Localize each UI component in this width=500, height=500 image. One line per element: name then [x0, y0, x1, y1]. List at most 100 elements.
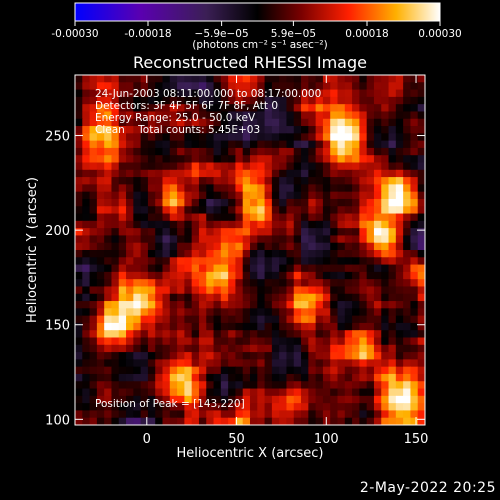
heatmap-cell — [257, 271, 266, 280]
heatmap-cell — [301, 315, 309, 324]
heatmap-cell — [330, 75, 339, 83]
heatmap-cell — [220, 403, 229, 412]
heatmap-cell — [118, 403, 127, 412]
heatmap-cell — [322, 140, 331, 149]
heatmap-cell — [191, 286, 200, 295]
heatmap-cell — [104, 104, 113, 113]
heatmap-cell — [301, 75, 309, 83]
y-axis-label: Heliocentric Y (arcsec) — [25, 177, 40, 323]
heatmap-cell — [191, 410, 200, 419]
heatmap-cell — [388, 271, 397, 280]
heatmap-cell — [337, 250, 346, 258]
heatmap-cell — [337, 403, 346, 412]
heatmap-cell — [82, 82, 91, 91]
heatmap-cell — [388, 140, 397, 149]
heatmap-cell — [359, 82, 368, 91]
heatmap-cell — [198, 417, 207, 425]
heatmap-cell — [89, 410, 98, 419]
heatmap-cell — [395, 264, 404, 273]
heatmap-cell — [140, 198, 149, 207]
heatmap-cell — [133, 352, 142, 360]
heatmap-cell — [315, 89, 324, 98]
heatmap-cell — [191, 191, 200, 200]
heatmap-cell — [395, 373, 404, 382]
heatmap-cell — [82, 184, 91, 193]
heatmap-cell — [235, 315, 244, 324]
heatmap-cell — [89, 155, 98, 164]
heatmap-cell — [169, 118, 178, 127]
heatmap-cell — [264, 126, 273, 134]
heatmap-cell — [228, 366, 237, 375]
heatmap-cell — [366, 206, 375, 215]
heatmap-cell — [242, 184, 251, 193]
heatmap-cell — [213, 177, 222, 185]
heatmap-cell — [191, 162, 200, 171]
heatmap-cell — [403, 169, 412, 178]
heatmap-cell — [220, 366, 229, 375]
heatmap-cell — [271, 75, 280, 83]
heatmap-cell — [381, 308, 390, 317]
heatmap-cell — [352, 75, 360, 83]
heatmap-cell — [75, 111, 83, 120]
heatmap-cell — [366, 352, 375, 360]
heatmap-cell — [169, 140, 178, 149]
heatmap-cell — [366, 220, 375, 229]
heatmap-cell — [147, 330, 156, 339]
heatmap-cell — [206, 257, 215, 266]
heatmap-cell — [257, 96, 266, 105]
heatmap-cell — [133, 279, 142, 288]
heatmap-cell — [140, 344, 149, 353]
heatmap-cell — [403, 322, 412, 331]
heatmap-cell — [169, 104, 178, 113]
heatmap-cell — [118, 75, 127, 83]
heatmap-cell — [242, 352, 251, 360]
heatmap-cell — [322, 403, 331, 412]
heatmap-cell — [410, 169, 419, 178]
heatmap-cell — [301, 279, 309, 288]
heatmap-cell — [286, 264, 295, 273]
heatmap-cell — [271, 82, 280, 91]
heatmap-cell — [308, 410, 317, 419]
heatmap-cell — [322, 82, 331, 91]
heatmap-cell — [133, 162, 142, 171]
heatmap-cell — [242, 381, 251, 390]
heatmap-cell — [279, 286, 288, 295]
heatmap-cell — [140, 250, 149, 258]
plot-frame — [74, 74, 426, 426]
heatmap-cell — [293, 126, 302, 134]
heatmap-cell — [359, 155, 368, 164]
heatmap-cell — [191, 169, 200, 178]
heatmap-cell — [403, 75, 412, 83]
heatmap-cell — [228, 235, 237, 244]
heatmap-cell — [118, 126, 127, 134]
heatmap-cell — [264, 344, 273, 353]
heatmap-cell — [395, 337, 404, 346]
heatmap-cell — [155, 177, 164, 185]
heatmap-cell — [198, 344, 207, 353]
heatmap-cell — [359, 126, 368, 134]
heatmap-cell — [169, 89, 178, 98]
heatmap-cell — [315, 111, 324, 120]
heatmap-cell — [279, 213, 288, 222]
heatmap-cell — [206, 337, 215, 346]
heatmap-cell — [111, 140, 120, 149]
heatmap-cell — [147, 366, 156, 375]
heatmap-cell — [155, 104, 164, 113]
heatmap-cell — [75, 213, 83, 222]
heatmap-cell — [155, 198, 164, 207]
heatmap-cell — [373, 118, 382, 127]
heatmap-cell — [235, 206, 244, 215]
heatmap-cell — [381, 257, 390, 266]
heatmap-cell — [126, 82, 134, 91]
heatmap-cell — [162, 75, 171, 83]
heatmap-cell — [359, 286, 368, 295]
heatmap-cell — [286, 293, 295, 302]
heatmap-cell — [388, 308, 397, 317]
heatmap-cell — [104, 118, 113, 127]
heatmap-cell — [140, 366, 149, 375]
x-tick-label: 0 — [143, 432, 151, 447]
heatmap-cell — [104, 395, 113, 404]
heatmap-cell — [352, 228, 360, 237]
heatmap-cell — [140, 301, 149, 309]
heatmap-cell — [257, 250, 266, 258]
